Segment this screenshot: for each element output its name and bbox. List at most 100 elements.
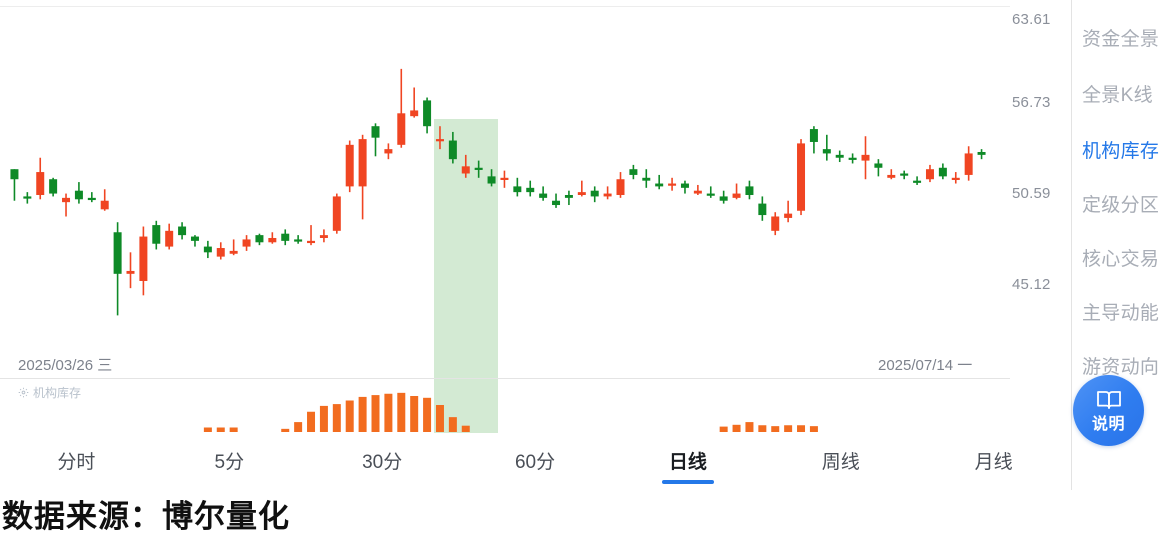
period-tab-label: 周线 [821, 452, 860, 473]
sidebar-item-0[interactable]: 资金全景 [1082, 29, 1160, 50]
chart-top-rule [0, 6, 1010, 7]
indicator-bar [784, 425, 793, 432]
candle-body [178, 226, 187, 236]
candle-body [835, 154, 844, 158]
candle-body [229, 250, 238, 254]
candle-body [216, 248, 225, 257]
candle-body [371, 126, 380, 138]
candle-body [642, 177, 651, 181]
active-tab-underline [661, 480, 714, 484]
data-source-text: 数据来源：博尔量化 [2, 498, 290, 534]
candle-body [345, 144, 354, 187]
period-tab-label: 60分 [514, 452, 556, 473]
period-tab-4[interactable]: 日线 [611, 444, 764, 484]
price-pane[interactable]: 63.61 56.73 50.59 45.12 [0, 0, 1070, 375]
candle-body [255, 235, 264, 243]
period-tab-bar[interactable]: 分时 5分 30分 60分 日线 周线 月线 [0, 444, 1070, 490]
indicator-pane[interactable]: 机构库存 [0, 379, 1070, 445]
indicator-bar [745, 422, 754, 432]
period-tab-label: 月线 [974, 452, 1013, 473]
indicator-bar [461, 425, 470, 432]
candle-body [655, 183, 664, 187]
candle-body [964, 153, 973, 175]
indicator-bar [319, 405, 328, 432]
period-tab-label: 分时 [57, 452, 96, 473]
indicator-bar [332, 404, 341, 432]
sidebar-item-4[interactable]: 核心交易 [1082, 249, 1160, 270]
candle-body [590, 190, 599, 197]
indicator-bar [203, 427, 212, 432]
candle-body [268, 237, 277, 243]
chart-area: 63.61 56.73 50.59 45.12 2025/03/26 三 2025/0… [0, 0, 1070, 490]
candle-body [242, 239, 251, 247]
candle-body [668, 183, 677, 186]
book-icon [1096, 389, 1122, 416]
candle-body [629, 169, 638, 175]
indicator-bars [203, 392, 818, 432]
indicator-bar [758, 425, 767, 432]
candle-body [732, 193, 741, 198]
candle-body [913, 180, 922, 183]
candle-body [126, 270, 135, 274]
candle-body [771, 216, 780, 231]
candle-body [190, 236, 199, 241]
candle-body [719, 196, 728, 201]
indicator-bar [719, 426, 728, 432]
indicator-bar [410, 396, 419, 432]
candle-body [423, 100, 432, 127]
candle-body [100, 200, 109, 210]
candle-body [474, 167, 483, 170]
period-tab-label: 5分 [214, 452, 245, 473]
period-tab-label: 30分 [362, 452, 403, 473]
candle-body [577, 192, 586, 195]
period-tab-3[interactable]: 60分 [459, 444, 612, 474]
indicator-bar [397, 392, 406, 432]
help-button-label: 说明 [1091, 415, 1125, 433]
sidebar-item-5[interactable]: 主导动能 [1082, 303, 1160, 324]
period-tab-6[interactable]: 月线 [917, 444, 1070, 474]
candle-body [87, 197, 96, 201]
candle-body [603, 193, 612, 197]
indicator-bar [435, 405, 444, 432]
sidebar-item-1[interactable]: 全景K线 [1082, 85, 1153, 106]
candle-body [36, 172, 45, 195]
period-tab-2[interactable]: 30分 [306, 444, 459, 474]
candle-body [23, 196, 32, 199]
date-label-start: 2025/03/26 三 [18, 357, 113, 374]
candle-body [513, 186, 522, 193]
candle-body [448, 140, 457, 160]
candle-body [874, 163, 883, 168]
candle-body [165, 230, 174, 247]
candle-body [680, 183, 689, 188]
indicator-title[interactable]: 机构库存 [18, 384, 81, 401]
candle-body [848, 157, 857, 160]
help-button[interactable]: 说明 [1073, 375, 1144, 446]
candle-body [564, 194, 573, 198]
candle-body [938, 167, 947, 177]
sidebar-item-6[interactable]: 游资动向 [1082, 357, 1160, 378]
candle-body [113, 232, 122, 274]
candle-body [435, 139, 444, 142]
indicator-bar [809, 426, 818, 432]
period-tab-0[interactable]: 分时 [0, 444, 153, 474]
period-tab-5[interactable]: 周线 [764, 444, 917, 474]
indicator-bar [294, 422, 303, 432]
period-tab-label: 日线 [668, 452, 707, 473]
candlestick-plot [10, 68, 986, 316]
candle-body [410, 110, 419, 117]
indicator-bar [732, 424, 741, 432]
indicator-bar [448, 417, 457, 432]
sidebar-item-2[interactable]: 机构库存 [1082, 141, 1160, 162]
date-axis: 2025/03/26 三 2025/07/14 一 [0, 345, 1070, 375]
candle-body [706, 193, 715, 196]
candle-body [925, 169, 934, 180]
period-tab-1[interactable]: 5分 [153, 444, 306, 474]
candle-body [745, 186, 754, 195]
gear-icon[interactable] [18, 387, 29, 398]
indicator-bar [229, 427, 238, 432]
indicator-bar [384, 393, 393, 432]
sidebar-item-3[interactable]: 定级分区 [1082, 195, 1160, 216]
candle-body [358, 139, 367, 187]
candle-body [977, 151, 986, 155]
